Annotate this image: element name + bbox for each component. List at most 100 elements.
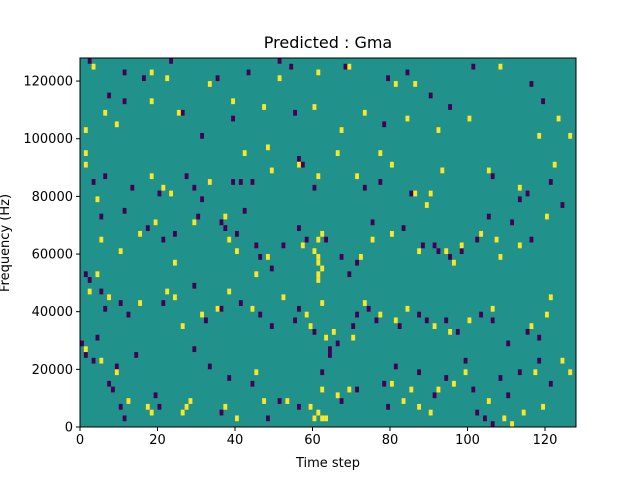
- x-tick-label: 80: [382, 433, 399, 448]
- heatmap-cell-low: [432, 242, 437, 249]
- heatmap-cell-low: [455, 328, 460, 335]
- heatmap-cell-high: [83, 346, 88, 353]
- heatmap-cell-high: [87, 288, 92, 295]
- heatmap-cell-high: [316, 254, 321, 260]
- heatmap-cell-high: [173, 259, 177, 266]
- heatmap-cell-high: [556, 115, 561, 122]
- heatmap-cell-low: [548, 179, 553, 185]
- heatmap-cell-high: [312, 104, 317, 110]
- heatmap-cell-high: [126, 398, 131, 404]
- heatmap-cell-high: [405, 305, 410, 312]
- heatmap-cell-high: [138, 300, 143, 306]
- heatmap-cell-low: [219, 409, 224, 416]
- heatmap-cell-low: [118, 300, 123, 306]
- heatmap-cell-high: [316, 236, 321, 243]
- heatmap-cell-high: [390, 161, 394, 168]
- heatmap-cell-low: [459, 248, 464, 255]
- heatmap-cell-high: [362, 109, 367, 116]
- y-tick-label: 20000: [32, 363, 73, 378]
- heatmap-cell-low: [250, 179, 255, 185]
- heatmap-cell-high: [188, 398, 193, 404]
- heatmap-cell-low: [370, 219, 375, 226]
- heatmap-cell-low: [99, 288, 104, 295]
- heatmap-cell-low: [200, 132, 205, 139]
- heatmap-cell-high: [308, 403, 313, 410]
- heatmap-cell-high: [316, 69, 321, 76]
- heatmap-cell-low: [153, 392, 158, 399]
- heatmap-cell-high: [413, 81, 418, 87]
- heatmap-cell-high: [459, 242, 464, 249]
- heatmap-cell-high: [479, 230, 484, 237]
- heatmap-cell-low: [351, 323, 356, 329]
- heatmap-cell-high: [552, 161, 557, 168]
- heatmap-cell-low: [510, 219, 515, 226]
- heatmap-cell-low: [463, 357, 468, 364]
- heatmap-cell-low: [506, 340, 511, 347]
- heatmap-cell-low: [374, 317, 379, 324]
- heatmap-cell-low: [490, 317, 495, 324]
- heatmap-cell-low: [386, 403, 391, 410]
- heatmap-cell-high: [320, 230, 325, 237]
- heatmap-cell-high: [304, 311, 309, 318]
- heatmap-cell-low: [297, 403, 301, 410]
- heatmap-cell-low: [483, 415, 487, 422]
- heatmap-cell-high: [490, 305, 495, 312]
- heatmap-cell-high: [316, 259, 321, 266]
- y-axis-label: Frequency (Hz): [0, 194, 13, 292]
- heatmap-cell-high: [312, 415, 317, 422]
- heatmap-cell-high: [95, 271, 100, 278]
- heatmap-cell-high: [413, 190, 418, 197]
- heatmap-cell-low: [421, 242, 425, 249]
- plot-frame: [79, 57, 577, 428]
- heatmap-cell-low: [386, 75, 391, 82]
- heatmap-cell-high: [545, 311, 549, 318]
- heatmap-cell-high: [494, 236, 499, 243]
- heatmap-cell-high: [316, 277, 321, 283]
- heatmap-cell-low: [200, 196, 205, 203]
- heatmap-cell-low: [355, 259, 360, 266]
- heatmap-cell-low: [382, 121, 387, 128]
- heatmap-cell-low: [409, 190, 414, 197]
- heatmap-cell-high: [165, 75, 170, 82]
- heatmap-cell-low: [95, 334, 100, 341]
- heatmap-cell-high: [324, 334, 329, 341]
- heatmap-cell-low: [424, 317, 429, 324]
- heatmap-cell-low: [80, 340, 84, 347]
- heatmap-cell-low: [192, 184, 197, 191]
- heatmap-cell-high: [207, 179, 212, 185]
- heatmap-cell-low: [541, 98, 546, 105]
- x-tick-label: 40: [227, 433, 244, 448]
- heatmap-cell-high: [331, 328, 336, 335]
- heatmap-cell-low: [223, 225, 228, 231]
- heatmap-cell-high: [207, 81, 212, 87]
- heatmap-cell-high: [448, 328, 453, 335]
- heatmap-cell-low: [107, 92, 112, 99]
- heatmap-cell-high: [153, 219, 158, 226]
- heatmap-cell-low: [525, 328, 530, 335]
- heatmap-cell-high: [545, 213, 549, 220]
- heatmap-cell-low: [196, 213, 201, 220]
- heatmap-cell-low: [448, 254, 453, 260]
- heatmap-cell-high: [180, 323, 185, 329]
- heatmap-cell-high: [300, 242, 305, 249]
- heatmap-cell-low: [142, 75, 146, 82]
- heatmap-cell-high: [215, 305, 220, 312]
- heatmap-cell-low: [204, 317, 208, 324]
- heatmap-cell-high: [390, 230, 394, 237]
- heatmap-cell-high: [324, 415, 329, 422]
- heatmap-cell-low: [91, 357, 96, 364]
- heatmap-cell-high: [510, 421, 515, 427]
- heatmap-cell-low: [475, 236, 480, 243]
- heatmap-cell-high: [285, 398, 290, 404]
- heatmap-cell-high: [316, 409, 321, 416]
- heatmap-cell-low: [184, 173, 189, 180]
- heatmap-cell-high: [452, 380, 456, 387]
- heatmap-cell-high: [176, 109, 181, 116]
- heatmap-cell-low: [382, 380, 387, 387]
- heatmap-cell-high: [227, 288, 232, 295]
- heatmap-cell-low: [537, 357, 542, 364]
- x-tick-label: 20: [149, 433, 166, 448]
- heatmap-cell-low: [242, 207, 247, 214]
- heatmap-cell-high: [440, 167, 445, 174]
- heatmap-cell-low: [219, 219, 224, 226]
